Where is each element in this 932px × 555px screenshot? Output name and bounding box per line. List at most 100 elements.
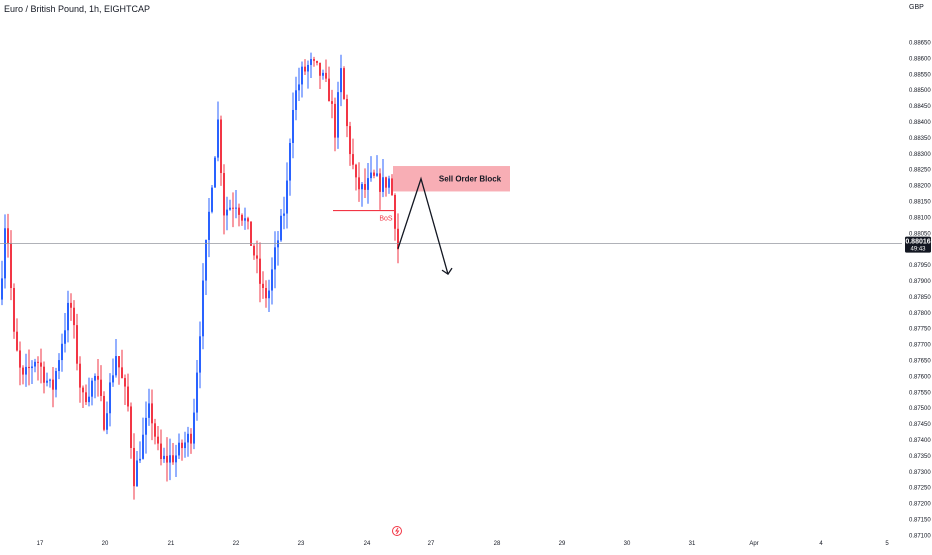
candle[interactable] <box>313 56 315 67</box>
symbol-title[interactable]: Euro / British Pound, 1h, EIGHTCAP <box>4 4 151 14</box>
candle[interactable] <box>109 373 111 427</box>
candle[interactable] <box>154 418 156 445</box>
candle[interactable] <box>223 164 225 235</box>
price-axis[interactable]: 0.88650 0.88600 0.88550 0.88500 0.88450 0.884… <box>909 41 931 540</box>
candle[interactable] <box>112 358 114 387</box>
candle[interactable] <box>295 76 297 121</box>
candle[interactable] <box>190 428 192 454</box>
candle[interactable] <box>382 158 384 198</box>
candle[interactable] <box>376 155 378 177</box>
candle[interactable] <box>241 213 243 226</box>
candle[interactable] <box>319 62 321 89</box>
candle[interactable] <box>97 358 99 397</box>
candle[interactable] <box>88 377 90 407</box>
candle[interactable] <box>145 401 147 454</box>
candle[interactable] <box>325 59 327 82</box>
candle[interactable] <box>139 441 141 463</box>
candle[interactable] <box>106 401 108 435</box>
candle[interactable] <box>79 356 81 403</box>
candle[interactable] <box>118 355 120 385</box>
candle[interactable] <box>265 280 267 308</box>
candle[interactable] <box>262 271 264 299</box>
candle[interactable] <box>364 168 366 198</box>
candle[interactable] <box>181 439 183 461</box>
candle[interactable] <box>316 60 318 66</box>
candle[interactable] <box>385 176 387 197</box>
projected-path-line[interactable] <box>397 176 449 275</box>
candle[interactable] <box>268 279 270 313</box>
candle[interactable] <box>124 374 126 406</box>
candle[interactable] <box>130 402 132 459</box>
candle[interactable] <box>373 169 375 179</box>
candle[interactable] <box>172 442 174 465</box>
candle[interactable] <box>361 182 363 207</box>
candle[interactable] <box>283 196 285 230</box>
candle[interactable] <box>379 168 381 210</box>
candle[interactable] <box>121 349 123 379</box>
candle[interactable] <box>85 384 87 406</box>
candle[interactable] <box>343 66 345 100</box>
candle[interactable] <box>58 353 60 380</box>
candle[interactable] <box>298 67 300 102</box>
candle[interactable] <box>310 52 312 78</box>
candle[interactable] <box>199 321 201 389</box>
candle[interactable] <box>211 184 213 214</box>
candle[interactable] <box>232 192 234 228</box>
candle[interactable] <box>34 358 36 373</box>
candle[interactable] <box>388 175 390 194</box>
candle[interactable] <box>67 290 69 343</box>
candle[interactable] <box>217 101 219 162</box>
candle[interactable] <box>13 283 15 339</box>
candle[interactable] <box>331 89 333 119</box>
candle[interactable] <box>274 231 276 289</box>
candle[interactable] <box>187 426 189 457</box>
candle[interactable] <box>349 121 351 166</box>
candle[interactable] <box>148 388 150 426</box>
sell-order-block-zone[interactable] <box>393 166 510 192</box>
candle[interactable] <box>244 207 246 230</box>
candle[interactable] <box>28 349 30 386</box>
candle[interactable] <box>157 426 159 451</box>
candle[interactable] <box>178 433 180 460</box>
candle[interactable] <box>40 348 42 384</box>
candle[interactable] <box>169 438 171 481</box>
candle[interactable] <box>304 59 306 76</box>
candle[interactable] <box>133 433 135 500</box>
candle[interactable] <box>256 240 258 274</box>
candle[interactable] <box>160 429 162 466</box>
candle[interactable] <box>100 365 102 402</box>
candle[interactable] <box>151 389 153 441</box>
candle[interactable] <box>394 193 396 241</box>
candle[interactable] <box>175 444 177 478</box>
candle[interactable] <box>334 97 336 152</box>
candle[interactable] <box>337 81 339 149</box>
candle[interactable] <box>16 318 18 352</box>
candle[interactable] <box>61 333 63 372</box>
candle[interactable] <box>70 293 72 321</box>
candle[interactable] <box>10 230 12 301</box>
candle[interactable] <box>253 244 255 260</box>
candle[interactable] <box>19 341 21 386</box>
candle[interactable] <box>52 366 54 408</box>
candle[interactable] <box>142 417 144 460</box>
candle[interactable] <box>37 356 39 381</box>
time-axis[interactable]: 17 20 21 22 23 24 27 28 29 30 31 Apr 4 5 <box>37 541 890 547</box>
candle[interactable] <box>292 92 294 159</box>
candle[interactable] <box>196 360 198 421</box>
lightning-event-icon[interactable] <box>392 526 402 536</box>
candle[interactable] <box>64 312 66 353</box>
candle[interactable] <box>307 60 309 89</box>
candle[interactable] <box>49 378 51 388</box>
candle[interactable] <box>136 450 138 487</box>
candle[interactable] <box>55 367 57 398</box>
candle[interactable] <box>115 338 117 378</box>
candle[interactable] <box>370 156 372 182</box>
candle[interactable] <box>235 189 237 219</box>
candle[interactable] <box>127 373 129 412</box>
candle[interactable] <box>184 431 186 458</box>
candle[interactable] <box>91 377 93 406</box>
candle[interactable] <box>250 221 252 246</box>
candle[interactable] <box>322 69 324 80</box>
